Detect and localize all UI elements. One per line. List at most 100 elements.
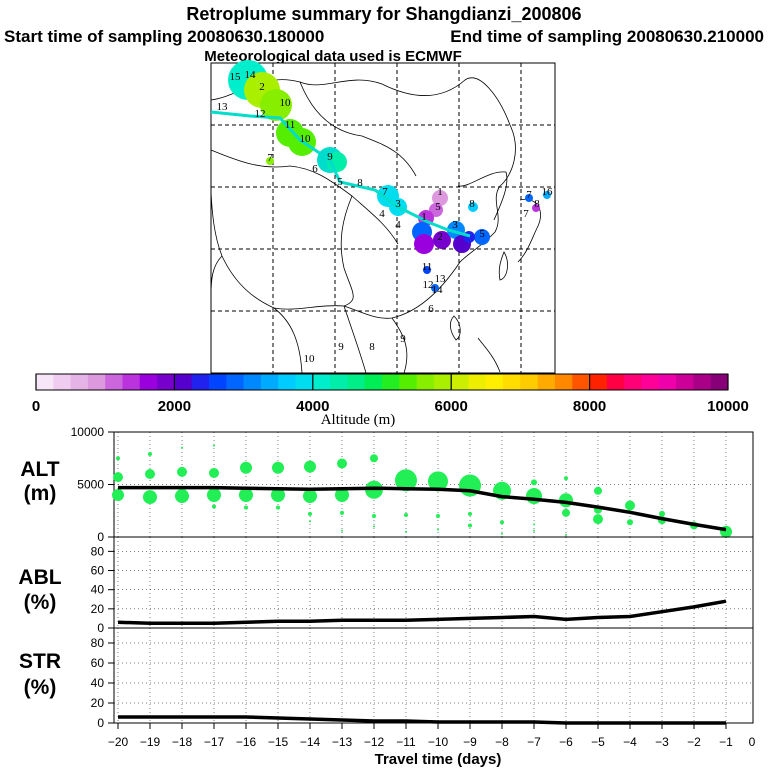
colorbar-cell [503, 374, 521, 390]
alt-bubble-point [428, 471, 448, 492]
alt-bubble-point [500, 520, 504, 525]
alt-unit: (m) [24, 482, 57, 505]
map-label: 13 [217, 101, 229, 113]
colorbar-cell [157, 374, 175, 390]
plume-path [210, 110, 471, 238]
alt-bubble-point [272, 461, 284, 474]
abl-title: ABL [18, 566, 61, 589]
y-tick-label: 80 [91, 636, 105, 650]
colorbar-cell [105, 374, 123, 390]
alt-bubble-point [207, 488, 221, 502]
y-tick-label: 60 [91, 656, 105, 670]
map-label: 5 [337, 176, 343, 188]
str-line [118, 715, 726, 725]
colorbar-cell [36, 374, 54, 390]
y-tick-label: 20 [91, 696, 105, 710]
colorbar-cell [87, 374, 106, 390]
alt-bubble-point [145, 469, 155, 479]
colorbar-tick-label: 4000 [296, 398, 329, 415]
alt-bubble-point [239, 488, 253, 502]
alt-bubble-point [625, 500, 635, 511]
map-label: 9 [338, 341, 344, 353]
map-label: 11 [285, 119, 296, 131]
str-unit: (%) [24, 676, 57, 699]
alt-bubble-point [395, 469, 417, 492]
alt-bubble-point [212, 504, 216, 509]
abl-unit: (%) [24, 591, 57, 614]
colorbar-cell [676, 374, 694, 390]
plume-bubbles [228, 60, 551, 292]
map-label: 7 [526, 189, 532, 201]
end-time-label: End time of sampling 20080630.210000 [450, 27, 764, 46]
map-label: 16 [542, 186, 554, 198]
x-tick-label: −1 [719, 735, 733, 749]
alt-bubble-point [112, 489, 124, 501]
alt-bubble-point [372, 514, 376, 518]
alt-bubble-point [436, 514, 440, 518]
x-tick-label: −16 [236, 735, 257, 749]
colorbar-cell [278, 374, 296, 390]
map-label: 4 [395, 219, 401, 231]
map-label: 8 [469, 198, 475, 210]
x-tick-label: −8 [495, 735, 509, 749]
x-axis-ticks: −20 −19 −18 −17 −16 −15 −14 −13 −12 −11 −10 −9 −8 −7−… [108, 723, 756, 749]
map-label: 7 [267, 152, 273, 164]
alt-bubble-point [341, 529, 343, 532]
altitude-colorbar: 0 2000 4000 6000 8000 10000 Altitude (m) [32, 373, 749, 428]
y-tick-label: 10000 [71, 425, 105, 439]
colorbar-cell [624, 374, 642, 390]
alt-bubble-point [370, 454, 378, 463]
alt-bubble-point [593, 514, 603, 525]
abl-yticks: 80 60 40 20 0 [91, 544, 114, 635]
map-label: 3 [395, 198, 401, 210]
y-tick-label: 60 [91, 564, 105, 578]
map-label: 10 [280, 97, 292, 109]
y-tick-label: 0 [97, 621, 104, 635]
map-label: 7 [382, 186, 388, 198]
colorbar-cell [433, 374, 452, 390]
y-tick-label: 5000 [77, 478, 104, 492]
alt-bubble-point [501, 532, 503, 535]
alt-bubble-point [533, 523, 535, 526]
x-tick-label: −10 [428, 735, 449, 749]
alt-bubble-point [143, 490, 157, 505]
x-tick-label: −6 [559, 735, 573, 749]
abl-line [117, 599, 727, 625]
colorbar-cell [537, 374, 556, 390]
colorbar-cells [36, 374, 729, 390]
colorbar-cell [416, 374, 435, 390]
colorbar-cell [226, 374, 245, 390]
colorbar-cell [260, 374, 279, 390]
colorbar-cell [399, 374, 418, 390]
map-label: 11 [422, 261, 433, 273]
alt-bubble-point [240, 461, 252, 474]
x-tick-label: −19 [140, 735, 161, 749]
alt-bubble-point [213, 444, 215, 447]
x-tick-label: −20 [108, 735, 129, 749]
map-label: 3 [452, 219, 458, 231]
colorbar-cell [243, 374, 262, 390]
map-label: 14 [432, 284, 444, 296]
y-tick-label: 80 [91, 544, 105, 558]
x-axis-label: Travel time (days) [375, 751, 502, 768]
colorbar-cell [693, 374, 712, 390]
map-label: 13 [435, 273, 447, 285]
x-tick-label: −4 [623, 735, 637, 749]
alt-bubble-point [531, 479, 537, 486]
colorbar-cell [53, 374, 72, 390]
x-tick-label: −11 [396, 735, 416, 749]
colorbar-cell [70, 374, 89, 390]
colorbar-cell [209, 374, 227, 390]
map-label: 12 [255, 108, 266, 120]
colorbar-cell [710, 374, 729, 390]
y-tick-label: 40 [91, 676, 105, 690]
map-label: 10 [304, 353, 316, 365]
x-tick-label: −3 [655, 735, 669, 749]
x-tick-label: −13 [332, 735, 353, 749]
str-title: STR [19, 650, 61, 673]
x-tick-label: −14 [300, 735, 321, 749]
